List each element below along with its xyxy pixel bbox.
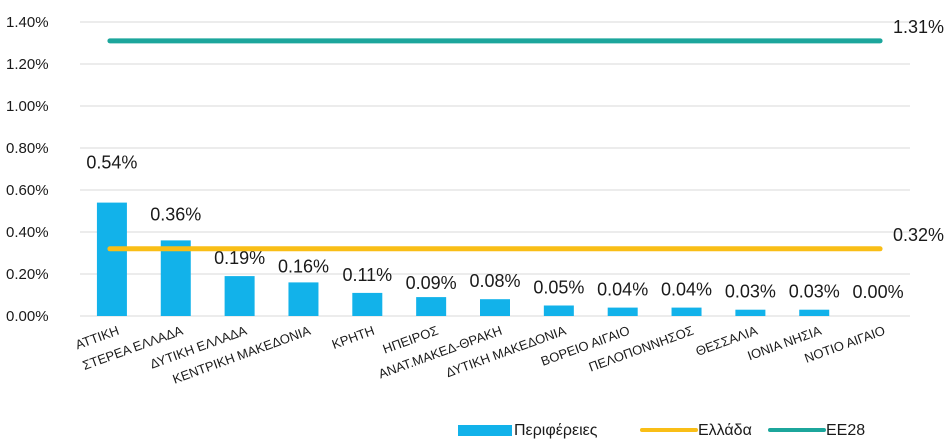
- bar: [288, 282, 319, 316]
- y-tick-label: 0.00%: [6, 308, 49, 325]
- legend-label: ΕΕ28: [826, 422, 865, 439]
- bar: [352, 292, 383, 316]
- bar-data-label: 0.54%: [86, 153, 137, 173]
- y-tick-label: 1.00%: [6, 98, 49, 115]
- y-tick-label: 0.20%: [6, 266, 49, 283]
- legend-swatch: [458, 425, 512, 436]
- bar: [543, 305, 574, 316]
- bar: [799, 309, 830, 316]
- bar: [96, 202, 127, 316]
- bar-data-label: 0.11%: [342, 265, 392, 285]
- legend-label: Περιφέρειες: [514, 422, 598, 439]
- line-end-label: 1.31%: [893, 17, 944, 37]
- bar-data-label: 0.04%: [597, 280, 648, 300]
- y-tick-label: 1.40%: [6, 14, 49, 31]
- bar-data-label: 0.00%: [853, 282, 904, 302]
- y-tick-label: 0.80%: [6, 140, 49, 157]
- legend-label: Ελλάδα: [698, 422, 752, 439]
- bar-data-label: 0.16%: [278, 256, 329, 276]
- y-tick-label: 0.40%: [6, 224, 49, 241]
- bar-data-label: 0.36%: [150, 204, 201, 224]
- bar-data-label: 0.03%: [725, 282, 776, 302]
- bar: [224, 276, 255, 316]
- bar-data-label: 0.03%: [789, 282, 840, 302]
- bar: [607, 307, 638, 316]
- bar: [671, 307, 702, 316]
- bar: [416, 297, 447, 316]
- y-tick-label: 0.60%: [6, 182, 49, 199]
- y-tick-label: 1.20%: [6, 56, 49, 73]
- line-end-label: 0.32%: [893, 225, 944, 245]
- x-tick-label: ΚΡΗΤΗ: [330, 323, 377, 352]
- bar-data-label: 0.05%: [533, 278, 584, 298]
- bar-data-label: 0.19%: [214, 248, 265, 268]
- bar: [735, 309, 766, 316]
- bar-data-label: 0.09%: [406, 273, 457, 293]
- bar: [160, 240, 191, 316]
- bar-data-label: 0.08%: [469, 271, 520, 291]
- bar-data-label: 0.04%: [661, 280, 712, 300]
- bar: [480, 299, 510, 316]
